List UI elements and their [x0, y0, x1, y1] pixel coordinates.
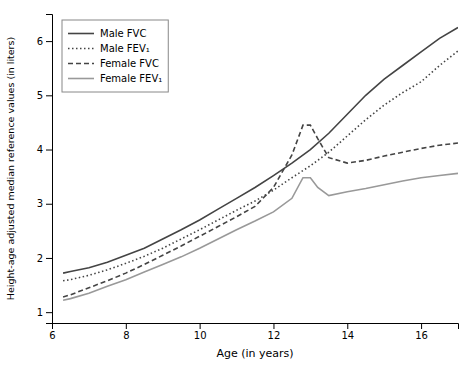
tick-label: 8 — [123, 330, 129, 341]
tick: 2 — [37, 253, 52, 264]
legend-frame — [62, 20, 168, 92]
tick-mark — [46, 312, 52, 313]
x-axis: 6 8 10 12 14 16 — [49, 323, 458, 341]
tick: 4 — [37, 144, 52, 155]
tick-label: 16 — [415, 330, 428, 341]
tick: 3 — [37, 198, 52, 209]
legend: Male FVC Male FEV₁ Female FVC Female FEV₁ — [62, 20, 168, 92]
y-axis-title: Height-age adjusted median reference val… — [5, 37, 16, 300]
x-axis-title: Age (in years) — [216, 347, 293, 360]
tick-mark — [273, 323, 274, 329]
legend-label: Female FVC — [100, 58, 159, 69]
legend-swatch — [68, 48, 94, 50]
tick: 8 — [123, 323, 129, 341]
tick-mark — [46, 150, 52, 151]
series-line — [63, 173, 458, 300]
plot: 6810121416123456Male FVCMale FEV₁Female … — [37, 15, 459, 342]
tick-mark — [421, 323, 422, 329]
legend-swatch — [68, 33, 94, 35]
tick-label: 4 — [37, 144, 43, 155]
axis-domain — [53, 324, 459, 330]
tick: 5 — [37, 90, 52, 101]
legend-label: Male FVC — [100, 28, 146, 39]
tick-label: 3 — [37, 198, 43, 209]
tick-label: 12 — [268, 330, 281, 341]
tick-label: 5 — [37, 90, 43, 101]
lines — [63, 28, 458, 301]
tick: 10 — [194, 323, 207, 341]
tick-label: 6 — [49, 330, 55, 341]
legend-swatch — [68, 63, 94, 65]
tick-mark — [46, 41, 52, 42]
tick: 6 — [49, 323, 55, 341]
tick-label: 2 — [37, 253, 43, 264]
tick-mark — [200, 323, 201, 329]
y-axis: 1 2 3 4 5 6 — [37, 15, 53, 324]
tick-label: 10 — [194, 330, 207, 341]
tick: 1 — [37, 307, 52, 318]
tick-label: 6 — [37, 36, 43, 47]
chart: 6810121416123456Male FVCMale FEV₁Female … — [0, 0, 474, 365]
tick: 6 — [37, 36, 52, 47]
tick: 14 — [341, 323, 354, 341]
legend-label: Female FEV₁ — [100, 73, 162, 84]
tick: 12 — [268, 323, 281, 341]
tick: 16 — [415, 323, 428, 341]
tick-label: 1 — [37, 307, 43, 318]
axis-domain — [46, 15, 53, 324]
tick-mark — [126, 323, 127, 329]
tick-mark — [46, 95, 52, 96]
legend-label: Male FEV₁ — [100, 43, 150, 54]
legend-swatch — [68, 78, 94, 80]
series-line — [63, 125, 458, 297]
tick-mark — [347, 323, 348, 329]
tick-label: 14 — [341, 330, 354, 341]
tick-mark — [46, 204, 52, 205]
tick-mark — [46, 258, 52, 259]
series-line — [63, 28, 458, 274]
